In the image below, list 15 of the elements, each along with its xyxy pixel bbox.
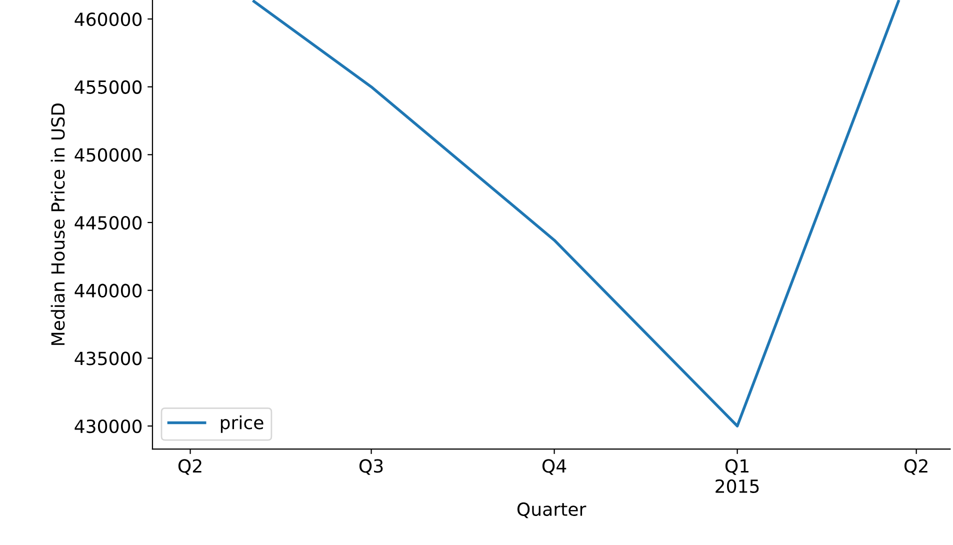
x-axis-title: Quarter	[517, 502, 586, 518]
x-tick-label: Q4	[542, 459, 566, 475]
x-tick-label: Q2	[178, 459, 202, 475]
y-tick-label: 440000	[74, 284, 142, 298]
y-tick-label: 460000	[74, 12, 142, 26]
x-tick-label: Q1 2015	[716, 459, 759, 493]
y-tick-label: 455000	[74, 80, 142, 94]
y-tick-label: 430000	[74, 419, 142, 434]
y-tick-label: 445000	[74, 216, 142, 230]
x-tick-label: Q2	[904, 459, 928, 475]
y-tick-label: 450000	[74, 148, 142, 162]
legend-label: price	[220, 415, 264, 433]
y-tick-label: 435000	[74, 352, 142, 366]
x-tick-label: Q3	[359, 459, 383, 475]
y-axis-title: Median House Price in USD	[50, 103, 65, 345]
